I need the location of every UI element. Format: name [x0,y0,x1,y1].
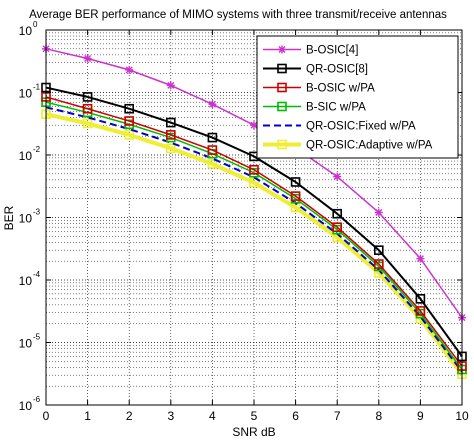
x-tick-label: 10 [455,409,469,423]
legend-label: QR-OSIC[8] [306,64,368,76]
x-tick-label: 5 [251,409,258,423]
legend: B-OSIC[4] QR-OSIC[8] B-OSIC w/PA B-SIC w/PA… [256,35,459,159]
y-tick-exponent: -3 [33,208,41,217]
series-b-osic-4- [42,44,466,322]
chart-title: Average BER performance of MIMO systems … [29,9,447,21]
data-point [333,172,342,181]
data-point [277,101,287,112]
legend-label: B-OSIC[4] [306,45,358,57]
series-qr-osic-fixed-w-pa [45,106,463,373]
grid [46,30,462,405]
legend-box [256,35,459,159]
y-tick-label: 10 [19,399,33,413]
legend-label: B-SIC w/PA [306,102,366,114]
data-point [278,45,286,54]
data-point [277,82,287,93]
y-tick-exponent: -2 [33,145,41,154]
data-point [290,177,301,187]
data-point [124,116,134,126]
data-point [166,143,176,154]
data-point [207,132,218,143]
data-point [277,63,287,74]
data-point [124,130,134,140]
data-point-stroke [250,121,258,129]
legend-label: B-OSIC w/PA [306,83,375,95]
data-point-stroke [84,55,92,62]
data-point [82,92,93,102]
y-tick-label: 10 [19,24,33,38]
data-point [166,117,176,128]
data-series [41,44,467,380]
data-point-stroke [208,100,216,108]
x-tick-label: 3 [167,409,174,423]
data-point [415,294,426,304]
data-point-stroke [125,66,133,74]
data-point [166,130,176,140]
x-tick-label: 4 [209,409,216,423]
x-tick-label: 8 [375,409,382,423]
data-point [207,145,218,155]
x-tick-label: 7 [334,409,341,423]
y-tick-exponent: -4 [33,270,41,279]
series-line [45,86,463,357]
legend-label: QR-OSIC:Adaptive w/PA [306,140,433,152]
data-point [374,208,383,217]
y-tick-label: 10 [19,212,33,226]
x-tick-label: 9 [417,409,424,423]
data-point-stroke [167,81,175,89]
data-point [416,254,425,263]
series-qr-osic-8- [41,82,467,362]
data-point [249,177,259,188]
data-point-stroke [375,209,383,217]
data-point [82,103,93,114]
y-tick-exponent: 0 [33,20,38,29]
data-point [208,100,217,109]
data-point [415,306,426,316]
series-line [45,106,463,373]
series-line [45,101,463,370]
data-point [249,164,259,175]
legend-item: B-SIC w/PA [263,102,366,114]
y-tick-label: 10 [19,87,33,101]
data-point [83,54,92,63]
series-line [45,96,463,367]
x-tick-label: 6 [292,409,299,423]
data-point [373,259,384,269]
legend-item: QR-OSIC[8] [263,64,368,76]
data-point [166,81,175,90]
y-tick-exponent: -5 [33,333,41,342]
data-point-stroke [416,255,424,263]
x-tick-label: 0 [43,409,50,423]
y-tick-label: 10 [19,274,33,288]
data-point [124,103,134,114]
series-line [45,112,464,376]
y-tick-exponent: -6 [33,395,41,404]
data-point-stroke [333,173,341,181]
data-point [125,65,134,74]
data-point [373,245,384,255]
data-point [332,208,343,219]
data-point [82,118,93,129]
data-point [277,139,287,150]
data-point-stroke [278,46,286,53]
legend-label: QR-OSIC:Fixed w/PA [306,121,416,133]
legend-item: B-OSIC[4] [263,45,358,57]
x-tick-label: 2 [126,409,133,423]
y-axis-label: BER [2,205,16,230]
x-tick-label: 1 [84,409,91,423]
data-point [332,222,343,232]
y-tick-label: 10 [19,337,33,351]
legend-item: B-OSIC w/PA [263,83,375,95]
legend-item: QR-OSIC:Adaptive w/PA [263,140,433,152]
legend-item: QR-OSIC:Fixed w/PA [263,121,416,133]
y-tick-exponent: -1 [33,83,41,92]
data-point [207,159,218,169]
y-tick-label: 10 [19,149,33,163]
data-point [290,191,301,201]
x-axis-label: SNR dB [232,425,275,439]
